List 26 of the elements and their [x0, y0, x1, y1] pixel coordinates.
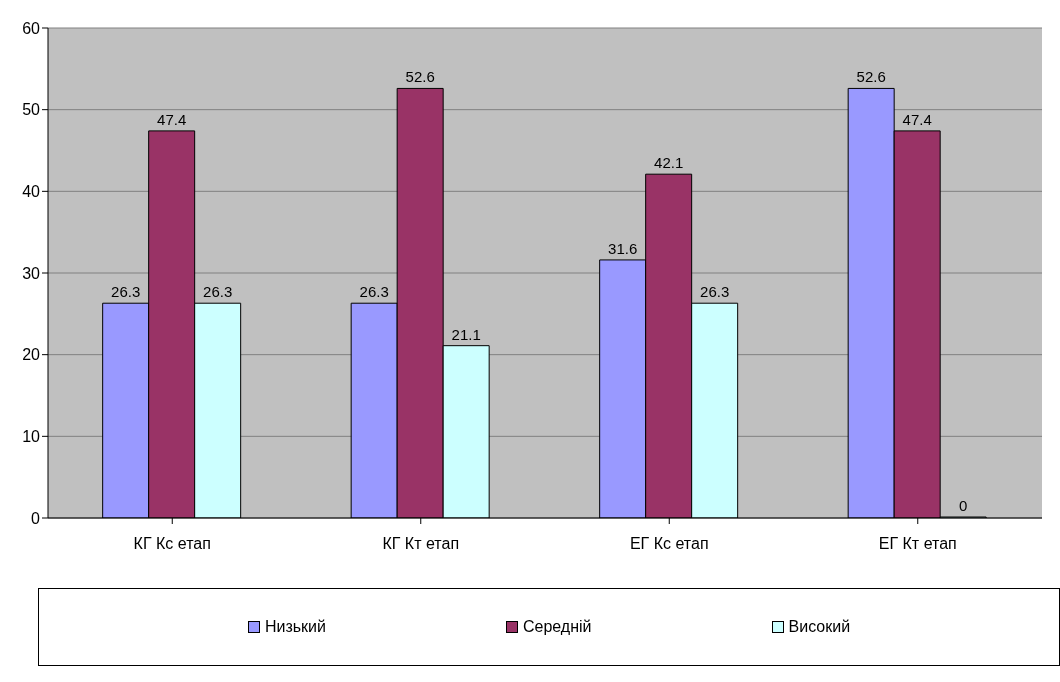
x-tick-label: ЕГ Кс етап — [629, 535, 709, 553]
data-label: 26.3 — [359, 283, 389, 301]
y-tick-label: 20 — [22, 346, 41, 364]
y-tick-label: 30 — [22, 264, 41, 282]
y-tick-label: 0 — [31, 509, 41, 527]
y-tick-label: 40 — [22, 183, 41, 201]
data-label: 42.1 — [654, 154, 684, 172]
data-label: 31.6 — [608, 239, 638, 257]
x-tick-label: ЕГ Кт етап — [878, 535, 957, 553]
y-tick-label: 10 — [22, 428, 41, 446]
data-label: 26.3 — [111, 283, 141, 301]
data-label: 0 — [959, 497, 968, 514]
legend-label: Середній — [522, 618, 592, 636]
data-label: 47.4 — [902, 110, 932, 128]
y-tick-label: 50 — [22, 101, 41, 119]
data-label: 52.6 — [405, 68, 435, 86]
y-tick-label: 60 — [22, 19, 41, 37]
data-label: 47.4 — [157, 110, 187, 128]
data-label: 26.3 — [203, 283, 233, 301]
data-label: 21.1 — [451, 325, 481, 343]
data-label: 52.6 — [856, 68, 886, 86]
x-tick-label: КГ Кс етап — [133, 535, 211, 553]
x-tick-label: КГ Кт етап — [382, 535, 460, 553]
legend-label: Низький — [264, 618, 326, 636]
data-label: 26.3 — [700, 283, 730, 301]
legend-label: Високий — [788, 618, 851, 636]
